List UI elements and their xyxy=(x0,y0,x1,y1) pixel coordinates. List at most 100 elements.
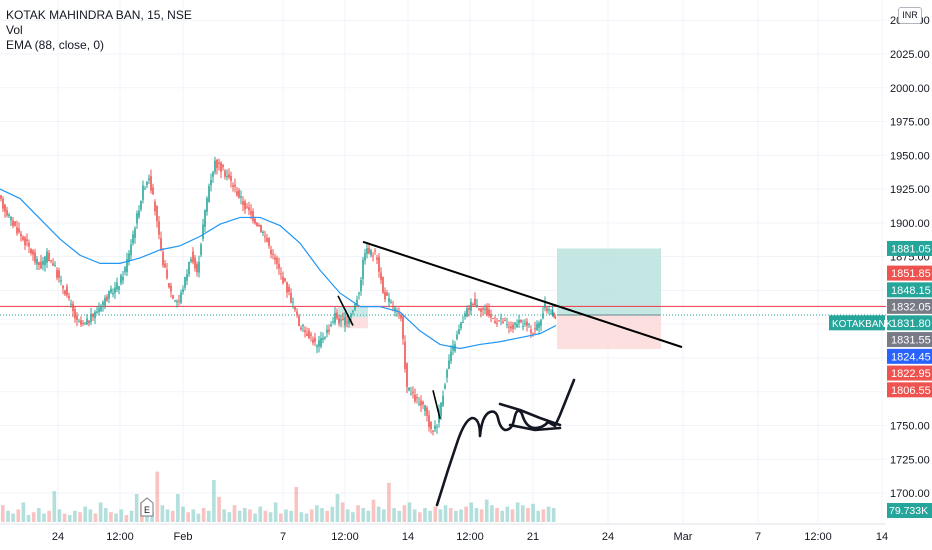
candle-body xyxy=(382,277,384,293)
candle-body xyxy=(62,285,64,289)
legend-symbol[interactable]: KOTAK MAHINDRA BAN, 15, NSE xyxy=(6,8,192,22)
event-markers[interactable]: E xyxy=(140,497,154,517)
volume-bar xyxy=(490,505,494,522)
volume-bar xyxy=(37,508,41,522)
candle-body xyxy=(524,323,526,325)
volume-bar xyxy=(160,505,165,522)
candle-body xyxy=(364,253,366,261)
candle-body xyxy=(52,263,54,266)
volume-bar xyxy=(340,502,345,522)
volume-bar xyxy=(237,510,242,522)
price-tag: 1832.05 xyxy=(887,298,932,314)
candle-body xyxy=(124,267,126,272)
earnings-marker-shape xyxy=(140,497,154,517)
candle-body xyxy=(534,328,536,330)
volume-bar xyxy=(57,509,62,522)
candle-body xyxy=(38,262,40,265)
loss-zone[interactable] xyxy=(557,314,661,350)
volume-bar xyxy=(6,510,10,522)
horizontal-line[interactable] xyxy=(0,305,886,316)
price-tick-label: 1900.00 xyxy=(890,218,930,230)
time-tick-label: 21 xyxy=(527,531,539,543)
small-drop-line-2[interactable] xyxy=(432,390,441,419)
candle-body xyxy=(160,237,162,250)
candle-body xyxy=(480,308,482,312)
candle-body xyxy=(80,320,82,325)
legend-volume[interactable]: Vol xyxy=(6,23,23,37)
candle-body xyxy=(450,351,452,362)
candle-body xyxy=(448,360,450,369)
candle-body xyxy=(430,421,432,429)
candle-body xyxy=(360,279,362,292)
descending-resistance[interactable] xyxy=(362,240,683,349)
currency-button[interactable]: INR xyxy=(898,7,922,24)
candle-body xyxy=(146,182,148,186)
trendlines[interactable] xyxy=(337,240,683,419)
candle-body xyxy=(40,261,42,269)
candle-body xyxy=(298,315,300,326)
candle-body xyxy=(138,210,140,217)
candle-body xyxy=(218,162,220,164)
time-tick-label: 14 xyxy=(876,531,888,543)
candle-body xyxy=(100,307,102,311)
volume-bar xyxy=(520,505,525,522)
candle-body xyxy=(86,318,88,325)
price-tag-bg xyxy=(887,298,932,314)
volume-bar xyxy=(325,510,329,522)
volume-bar xyxy=(242,508,247,522)
candle-body xyxy=(460,322,462,329)
candle-body xyxy=(78,321,80,323)
volume-bar xyxy=(433,506,438,522)
price-tag: 1822.95 xyxy=(887,365,932,381)
candle-body xyxy=(522,325,524,327)
small-drop-line[interactable] xyxy=(337,295,354,326)
legend-ema[interactable]: EMA (88, close, 0) xyxy=(6,38,105,52)
price-tick-label: 2025.00 xyxy=(890,49,930,61)
candle-body xyxy=(551,310,554,316)
candle-body xyxy=(362,259,364,280)
earnings-marker[interactable]: E xyxy=(140,497,154,517)
candle-body xyxy=(436,426,438,428)
time-tick-label: Mar xyxy=(674,531,693,543)
price-tag: 1881.05 xyxy=(887,240,932,256)
volume-bar xyxy=(62,513,67,522)
candle-body xyxy=(440,402,442,417)
candle-body xyxy=(196,264,198,273)
candle-body xyxy=(378,256,380,272)
candle-body xyxy=(64,290,66,295)
candle-body xyxy=(180,292,182,303)
volume-tag-value: 79.733K xyxy=(889,505,928,517)
ema-line xyxy=(0,188,557,350)
candle-body xyxy=(264,236,266,238)
candle-body xyxy=(550,313,552,315)
price-tag-value: 1832.05 xyxy=(891,301,931,313)
volume-bar xyxy=(263,510,268,522)
candle-body xyxy=(402,316,404,339)
profit-zone[interactable] xyxy=(557,248,661,315)
candle-body xyxy=(292,301,294,303)
candle-body xyxy=(492,318,494,320)
candle-body xyxy=(178,300,180,302)
candle-body xyxy=(166,269,168,279)
candle-body xyxy=(300,327,302,330)
candle-body xyxy=(482,308,484,310)
volume-bar xyxy=(454,510,458,522)
candle-body xyxy=(220,162,222,172)
time-tick-label: 24 xyxy=(52,531,64,543)
candle-body xyxy=(502,321,504,323)
time-axis[interactable]: 24 12:00 Feb 7 12:00 14 12:00 21 24 Mar 7 12:00 14 xyxy=(0,523,888,543)
candle-body xyxy=(114,287,116,293)
candle-body xyxy=(312,339,314,343)
candle-body xyxy=(224,170,226,177)
candle-body xyxy=(250,210,252,215)
volume-bar xyxy=(196,513,201,522)
price-tag-value: 1822.95 xyxy=(891,368,931,380)
candle-body xyxy=(318,340,320,347)
position-zones xyxy=(338,248,661,350)
volume-bar xyxy=(505,506,510,522)
volume-bar xyxy=(21,502,26,522)
candle-body xyxy=(66,286,68,296)
price-tags: 1881.05 1851.85 1848.15 1832.05 1831.80 1831.… xyxy=(829,240,932,518)
candle-body xyxy=(316,345,318,348)
